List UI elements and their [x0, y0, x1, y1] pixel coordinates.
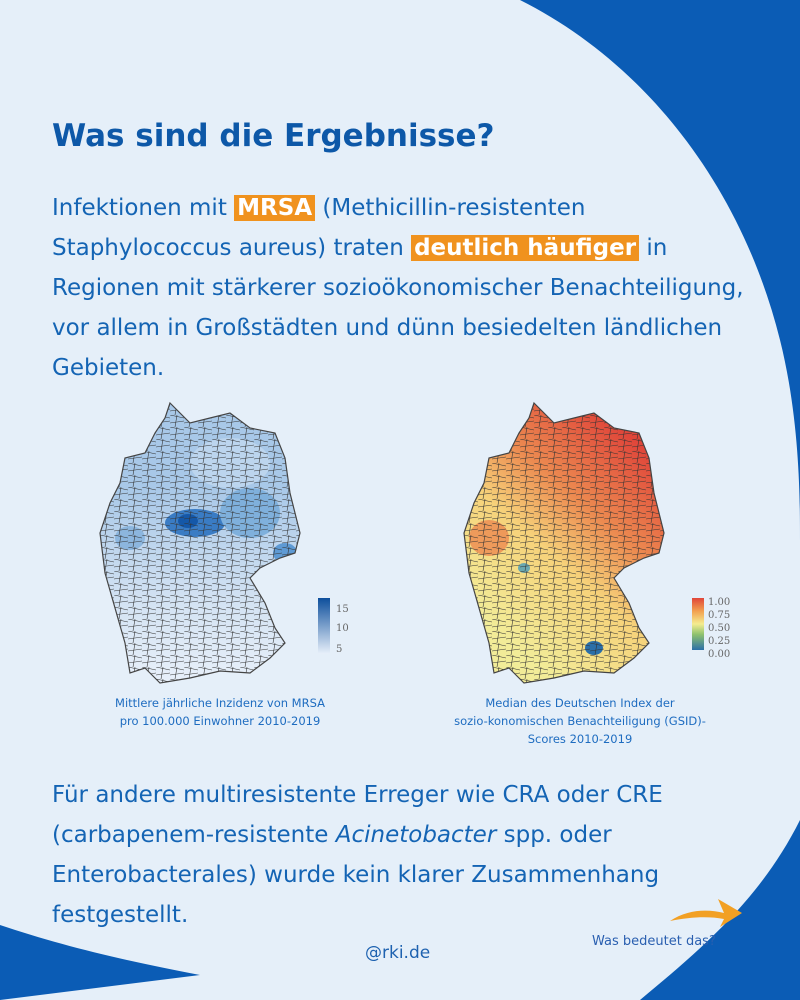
gsid-map: 1.00 0.75 0.50 0.25 0.00 — [463, 402, 730, 684]
intro-text: in Regionen mit stärkerer sozioökonomisc… — [52, 235, 744, 381]
outro-text: Für andere multiresistente Erreger wie C… — [52, 782, 663, 848]
next-page-link[interactable]: Was bedeutet das? — [592, 934, 716, 949]
gsid-map-caption: Median des Deutschen Index der sozio-kono… — [420, 694, 740, 748]
legend-tick: 0.25 — [708, 636, 730, 647]
arrow-right-icon[interactable] — [668, 893, 744, 933]
highlight-mrsa: MRSA — [234, 195, 316, 221]
legend-tick: 5 — [336, 644, 342, 655]
gsid-legend-colorbar — [692, 598, 704, 650]
mrsa-incidence-map: 15 10 5 — [99, 402, 349, 684]
legend-tick: 15 — [336, 604, 349, 615]
highlight-haeufiger: deutlich häufiger — [411, 235, 640, 261]
caption-line: Mittlere jährliche Inzidenz von MRSA — [115, 696, 325, 710]
caption-line: pro 100.000 Einwohner 2010-2019 — [119, 714, 321, 728]
legend-tick: 0.00 — [708, 649, 730, 660]
legend-tick: 10 — [336, 623, 349, 634]
rki-handle: @rki.de — [365, 943, 431, 963]
legend-tick: 0.75 — [708, 610, 730, 621]
legend-tick: 0.50 — [708, 623, 730, 634]
intro-text: (Methicillin-resistenten Staphylococcus … — [52, 195, 586, 261]
mrsa-legend-colorbar — [318, 598, 330, 654]
intro-paragraph: Infektionen mit MRSA (Methicillin-resist… — [52, 188, 752, 388]
caption-line: Scores 2010-2019 — [527, 732, 633, 746]
mrsa-map-caption: Mittlere jährliche Inzidenz von MRSA pro … — [95, 694, 345, 730]
caption-line: sozio-konomischen Benachteiligung (GSID)… — [454, 714, 706, 728]
outro-text: spp. oder Enterobacterales) wurde kein k… — [52, 822, 660, 928]
outro-italic: Acinetobacter — [335, 822, 497, 848]
legend-tick: 1.00 — [708, 597, 730, 608]
caption-line: Median des Deutschen Index der — [485, 696, 675, 710]
page-title: Was sind die Ergebnisse? — [52, 118, 495, 154]
outro-paragraph: Für andere multiresistente Erreger wie C… — [52, 775, 752, 935]
intro-text: Infektionen mit — [52, 195, 235, 221]
